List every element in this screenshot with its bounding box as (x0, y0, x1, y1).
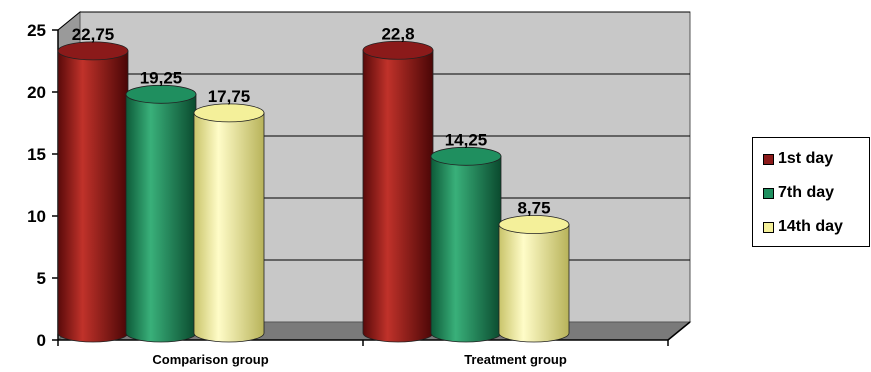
bar-body (362, 49, 434, 343)
bar-1st-day-1 (362, 40, 434, 343)
gridline-25 (57, 11, 690, 31)
x-axis-depth-line (667, 321, 691, 341)
category-label-1: Treatment group (464, 352, 567, 367)
bar-14th-day-1 (498, 215, 570, 343)
legend-swatch-1st-day (763, 153, 774, 165)
data-label-7th-day-0: 19,25 (140, 68, 183, 87)
legend-swatch-14th-day (763, 221, 774, 233)
legend-label-14th-day: 14th day (778, 218, 843, 235)
bar-top (57, 41, 129, 61)
y-tick-label-10: 10 (27, 207, 46, 226)
y-tick-label-25: 25 (27, 21, 46, 40)
bar-body (430, 155, 502, 343)
bar-body (57, 50, 129, 343)
bar-chart: 0 5 10 15 20 25 Comparison group Treatment grou… (27, 10, 692, 367)
data-label-1st-day-0: 22,75 (72, 25, 115, 44)
data-label-1st-day-1: 22,8 (381, 24, 414, 43)
legend-item-14th-day: 14th day (763, 210, 869, 244)
legend-label-1st-day: 1st day (778, 150, 834, 167)
bar-7th-day-0 (125, 84, 197, 343)
y-tick-label-15: 15 (27, 145, 46, 164)
bar-body (498, 224, 570, 343)
bar-top (125, 84, 197, 104)
bar-top (430, 146, 502, 166)
bar-body (193, 112, 265, 343)
bar-top (362, 40, 434, 60)
data-label-14th-day-1: 8,75 (517, 199, 550, 218)
legend-item-1st-day: 1st day (763, 142, 869, 176)
legend: 1st day 7th day 14th day (752, 137, 870, 247)
bar-top (498, 215, 570, 234)
data-label-14th-day-0: 17,75 (208, 87, 251, 106)
bar-body (125, 93, 197, 343)
y-tick-label-0: 0 (37, 331, 46, 350)
bar-top (193, 103, 265, 123)
data-label-7th-day-1: 14,25 (445, 130, 488, 149)
y-tick-label-5: 5 (37, 269, 46, 288)
legend-item-7th-day: 7th day (763, 176, 869, 210)
category-label-0: Comparison group (152, 352, 268, 367)
bar-1st-day-0 (57, 41, 129, 343)
legend-swatch-7th-day (763, 187, 774, 199)
bar-14th-day-0 (193, 103, 265, 343)
bar-7th-day-1 (430, 146, 502, 343)
y-tick-label-20: 20 (27, 83, 46, 102)
legend-label-7th-day: 7th day (778, 184, 835, 201)
